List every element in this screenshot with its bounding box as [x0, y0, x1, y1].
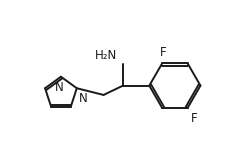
Text: N: N — [79, 92, 87, 105]
Text: N: N — [55, 81, 64, 94]
Text: F: F — [160, 46, 166, 59]
Text: H₂N: H₂N — [95, 49, 117, 62]
Text: F: F — [191, 112, 197, 125]
